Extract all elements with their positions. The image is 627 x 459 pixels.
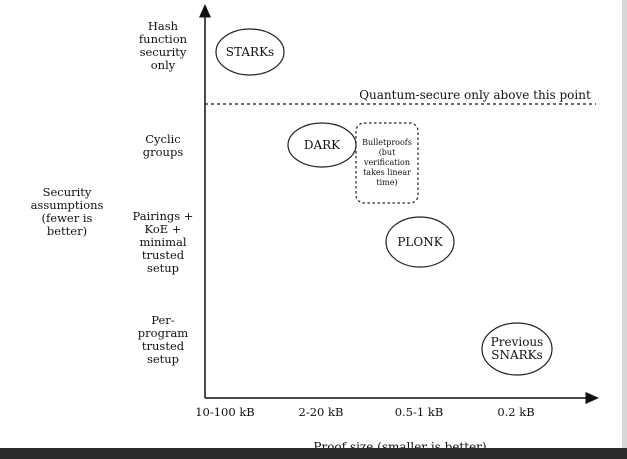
bottom-bar <box>0 448 627 459</box>
y-level-per-program: Per-program trusted setup <box>137 313 189 366</box>
y-level-pairings: Pairings + KoE + minimal trusted setup <box>132 209 194 275</box>
bulletproofs-box <box>355 122 419 204</box>
dark-oval <box>287 122 357 168</box>
y-axis-title: Security assumptions (fewer is better) <box>30 185 104 238</box>
quantum-threshold-label: Quantum-secure only above this point <box>359 88 591 102</box>
x-tick-2-20kb: 2-20 kB <box>298 405 344 419</box>
dark-label: DARK <box>303 137 341 152</box>
starks-label: STARKs <box>225 44 275 59</box>
plonk-label: PLONK <box>397 234 443 249</box>
bulletproofs-label: Bulletproofs (but verification takes lin… <box>362 138 412 187</box>
y-level-cyclic-groups: Cyclic groups <box>142 132 184 159</box>
x-tick-0-5-1kb: 0.5-1 kB <box>394 405 444 419</box>
x-tick-0-2kb: 0.2 kB <box>497 405 535 419</box>
previous-snarks-oval <box>481 322 553 376</box>
starks-oval <box>215 28 285 76</box>
x-tick-10-100kb: 10-100 kB <box>195 405 255 419</box>
plonk-oval <box>385 216 455 268</box>
right-edge-strip <box>622 0 627 459</box>
y-level-hash: Hash function security only <box>138 19 188 72</box>
previous-snarks-label: Previous SNARKs <box>490 335 544 362</box>
